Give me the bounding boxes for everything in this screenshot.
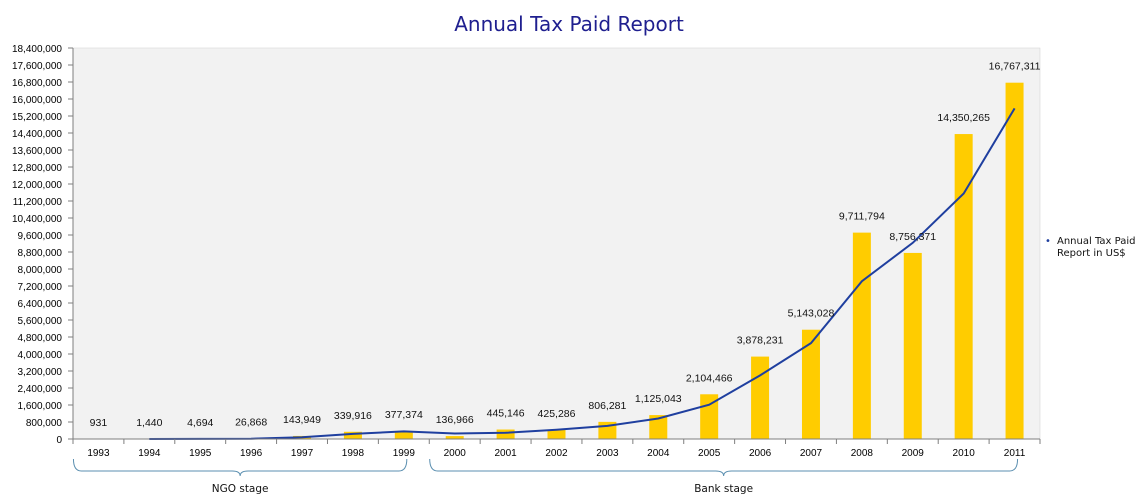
data-label: 8,756,371 bbox=[889, 231, 936, 243]
trend-line bbox=[149, 107, 1016, 440]
data-label: 3,878,231 bbox=[737, 335, 784, 347]
x-tick-label: 1998 bbox=[342, 448, 365, 459]
x-tick-label: 2009 bbox=[902, 448, 925, 459]
y-tick-label: 1,600,000 bbox=[18, 401, 63, 412]
x-axis-labels: 1993 1994 1995 1996 1997 1998 1999 2000 2001 2002… bbox=[87, 448, 1025, 459]
y-tick-label: 13,600,000 bbox=[12, 146, 62, 157]
y-tick-label: 9,600,000 bbox=[18, 231, 63, 242]
x-tick-label: 1999 bbox=[393, 448, 416, 459]
bar-2009 bbox=[903, 252, 922, 439]
data-label: 425,286 bbox=[538, 408, 576, 420]
bar-2002 bbox=[547, 429, 566, 439]
x-tick-label: 1993 bbox=[87, 448, 110, 459]
data-label: 16,767,311 bbox=[989, 61, 1041, 73]
x-tick-label: 2000 bbox=[444, 448, 467, 459]
x-tick-label: 1995 bbox=[189, 448, 212, 459]
stage-bracket bbox=[72, 458, 408, 477]
bar-2001 bbox=[496, 429, 515, 439]
data-label: 26,868 bbox=[235, 416, 267, 428]
bar-1998 bbox=[343, 431, 362, 439]
data-label: 1,125,043 bbox=[635, 393, 682, 405]
y-tick-label: 11,200,000 bbox=[13, 197, 63, 208]
bars bbox=[89, 82, 1024, 439]
bar-2010 bbox=[954, 134, 973, 439]
y-tick-label: 4,800,000 bbox=[18, 333, 63, 344]
y-tick-label: 800,000 bbox=[26, 418, 63, 429]
y-tick-label: 14,400,000 bbox=[12, 129, 62, 140]
x-tick-label: 2002 bbox=[545, 448, 568, 459]
stage-label: NGO stage bbox=[212, 483, 269, 495]
chart-title: Annual Tax Paid Report bbox=[454, 12, 684, 36]
bar-2000 bbox=[445, 436, 464, 439]
y-tick-label: 12,000,000 bbox=[12, 180, 62, 191]
bar-2008 bbox=[852, 232, 871, 439]
y-tick-label: 3,200,000 bbox=[18, 367, 63, 378]
y-tick-label: 17,600,000 bbox=[12, 61, 62, 72]
data-label: 143,949 bbox=[283, 414, 321, 426]
data-labels: 931 1,440 4,694 26,868 143,949 339,916 377,374… bbox=[90, 61, 1041, 429]
data-label: 931 bbox=[90, 417, 108, 429]
axes bbox=[68, 47, 1041, 444]
y-tick-label: 16,800,000 bbox=[12, 78, 62, 89]
x-tick-label: 2001 bbox=[494, 448, 517, 459]
bar-1999 bbox=[394, 430, 413, 439]
legend: • Annual Tax Paid Report in US$ bbox=[1045, 236, 1135, 259]
y-tick-label: 12,800,000 bbox=[12, 163, 62, 174]
y-tick-label: 8,800,000 bbox=[18, 248, 63, 259]
data-label: 2,104,466 bbox=[686, 372, 733, 384]
x-tick-label: 1996 bbox=[240, 448, 263, 459]
data-label: 377,374 bbox=[385, 409, 423, 421]
y-tick-label: 7,200,000 bbox=[18, 282, 63, 293]
x-tick-label: 1997 bbox=[291, 448, 314, 459]
data-label: 14,350,265 bbox=[937, 112, 990, 124]
data-label: 339,916 bbox=[334, 410, 372, 422]
x-tick-label: 2008 bbox=[851, 448, 874, 459]
bar-2004 bbox=[649, 415, 668, 439]
data-label: 806,281 bbox=[588, 400, 626, 412]
legend-marker: • bbox=[1045, 236, 1051, 247]
bar-2007 bbox=[801, 329, 820, 439]
data-label: 445,146 bbox=[487, 408, 525, 420]
legend-label-line2: Report in US$ bbox=[1057, 248, 1126, 259]
stage-groups: NGO stage Bank stage bbox=[72, 458, 1019, 495]
y-tick-label: 18,400,000 bbox=[12, 44, 62, 55]
y-axis-labels: 0 800,000 1,600,000 2,400,000 3,200,000 4,000… bbox=[12, 44, 63, 446]
x-tick-label: 2005 bbox=[698, 448, 721, 459]
data-label: 9,711,794 bbox=[839, 211, 885, 223]
plot-area bbox=[72, 47, 1041, 440]
x-tick-label: 2004 bbox=[647, 448, 670, 459]
x-tick-label: 1994 bbox=[138, 448, 161, 459]
stage-label: Bank stage bbox=[694, 483, 753, 495]
legend-label-line1: Annual Tax Paid bbox=[1057, 236, 1135, 247]
y-tick-label: 6,400,000 bbox=[18, 299, 63, 310]
data-label: 136,966 bbox=[436, 414, 474, 426]
bar-2011 bbox=[1005, 82, 1024, 439]
stage-bracket bbox=[429, 458, 1019, 477]
x-tick-label: 2010 bbox=[953, 448, 976, 459]
y-tick-label: 4,000,000 bbox=[18, 350, 63, 361]
x-tick-label: 2011 bbox=[1004, 448, 1026, 459]
y-tick-label: 8,000,000 bbox=[18, 265, 63, 276]
y-tick-label: 15,200,000 bbox=[12, 112, 62, 123]
y-tick-label: 16,000,000 bbox=[12, 95, 62, 106]
y-tick-label: 2,400,000 bbox=[18, 384, 63, 395]
y-tick-label: 0 bbox=[56, 435, 62, 446]
data-label: 1,440 bbox=[136, 417, 162, 429]
y-tick-label: 10,400,000 bbox=[12, 214, 62, 225]
data-label: 5,143,028 bbox=[788, 308, 835, 320]
x-tick-label: 2003 bbox=[596, 448, 619, 459]
data-label: 4,694 bbox=[187, 417, 213, 429]
bar-2006 bbox=[751, 356, 770, 439]
x-tick-label: 2006 bbox=[749, 448, 772, 459]
y-tick-label: 5,600,000 bbox=[18, 316, 63, 327]
x-tick-label: 2007 bbox=[800, 448, 823, 459]
